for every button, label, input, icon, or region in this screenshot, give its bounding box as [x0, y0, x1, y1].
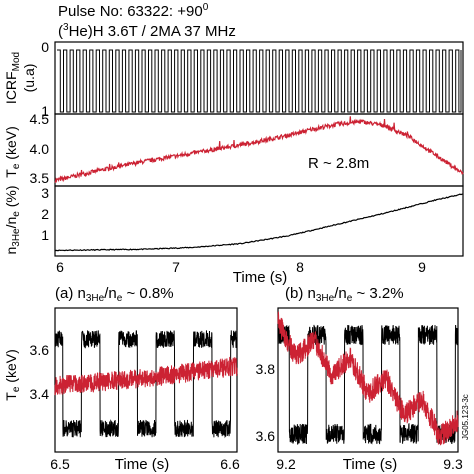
- te-ytick-35: 3.5: [30, 170, 50, 186]
- te-ylabel: Te (keV): [3, 126, 22, 177]
- zoom-a-ytick-34: 3.4: [30, 386, 50, 402]
- te-trace: [54, 116, 464, 184]
- zoom-a-black-trace: [54, 330, 238, 439]
- pulse-label: Pulse No: 63322: +900: [58, 2, 209, 20]
- ratio-ytick-2: 2: [41, 206, 49, 222]
- zoom-a-xlabel: Time (s): [115, 456, 169, 473]
- zoom-b-label: (b) n3He/ne ~ 3.2%: [285, 285, 404, 304]
- zoom-b-xtick-93: 9.3: [443, 456, 463, 472]
- ratio-xtick-9: 9: [418, 259, 426, 275]
- te-ytick-45: 4.5: [30, 111, 50, 127]
- ratio-xtick-7: 7: [172, 259, 180, 275]
- ratio-ylabel: n3He/ne (%): [3, 185, 22, 254]
- zoom-a-ytick-36: 3.6: [30, 342, 50, 358]
- figure-id: JG05.123-3c: [461, 394, 470, 440]
- zoom-b-frame: [277, 307, 459, 453]
- zoom-a-frame: [54, 307, 238, 453]
- ratio-xtick-8: 8: [296, 259, 304, 275]
- ratio-frame: [54, 185, 464, 257]
- te-panel: 3.5 4.0 4.5 R ~ 2.8m Te (keV): [3, 111, 464, 187]
- zoom-b-panel: (b) n3He/ne ~ 3.2% 3.8 3.6 9.2 9.3 Time …: [256, 285, 470, 473]
- zoom-a-panel: (a) n3He/ne ~ 0.8% 3.6 3.4 6.5 6.6 Time …: [3, 285, 240, 473]
- zoom-a-xtick-66: 6.6: [220, 456, 240, 472]
- zoom-b-black-trace: [277, 324, 459, 445]
- zoom-a-label: (a) n3He/ne ~ 0.8%: [55, 285, 174, 304]
- te-ytick-40: 4.0: [30, 141, 50, 157]
- ratio-xtick-6: 6: [56, 259, 64, 275]
- zoom-b-ytick-38: 3.8: [256, 361, 276, 377]
- scenario-label: (3He)H 3.6T / 2MA 37 MHz: [58, 22, 236, 40]
- zoom-b-xlabel: Time (s): [343, 456, 397, 473]
- zoom-b-red-trace: [277, 311, 459, 446]
- icrf-ylabel: ICRFMod: [3, 52, 22, 104]
- ratio-trace: [54, 193, 464, 252]
- ratio-xlabel: Time (s): [233, 269, 287, 286]
- ratio-ytick-3: 3: [41, 185, 49, 201]
- icrf-panel: 0 1 ICRFMod (u.a): [3, 39, 464, 119]
- ratio-ytick-1: 1: [41, 227, 49, 243]
- zoom-b-ytick-36: 3.6: [256, 428, 276, 444]
- ratio-panel: 1 2 3 6 7 8 9 Time (s) n3He/ne (%): [3, 185, 464, 286]
- te-annotation: R ~ 2.8m: [308, 155, 369, 172]
- zoom-a-xtick-65: 6.5: [50, 456, 70, 472]
- icrf-yunit: (u.a): [21, 64, 37, 93]
- icrf-trace: [57, 49, 462, 113]
- zoom-b-xtick-92: 9.2: [276, 456, 296, 472]
- te-frame: [54, 113, 464, 187]
- icrf-ytick-1: 1: [41, 103, 49, 119]
- icrf-ytick-0: 0: [41, 39, 49, 55]
- zoom-a-ylabel: Te (keV): [3, 349, 22, 400]
- zoom-a-red-trace: [54, 356, 238, 396]
